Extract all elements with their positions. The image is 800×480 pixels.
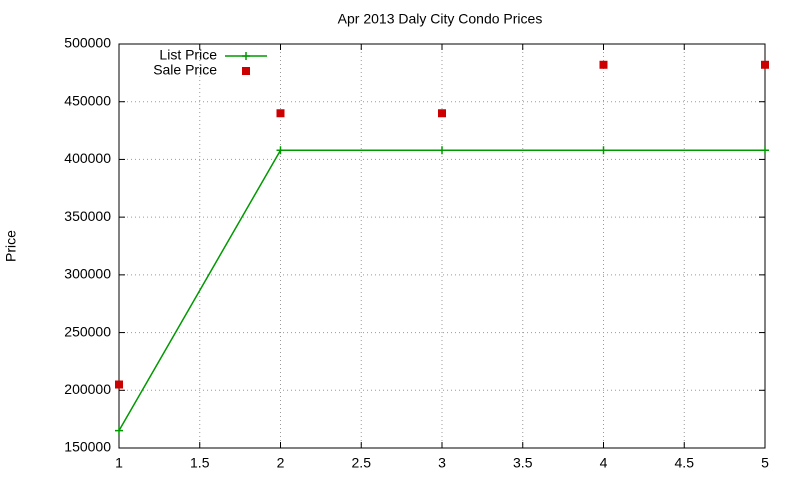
y-tick-label: 200000 xyxy=(64,381,111,397)
y-tick-label: 300000 xyxy=(64,266,111,282)
x-tick-label: 1.5 xyxy=(190,455,210,471)
x-tick-label: 2 xyxy=(277,455,285,471)
point xyxy=(115,380,123,389)
point xyxy=(599,146,608,155)
legend-label: List Price xyxy=(159,47,217,63)
y-axis-label: Price xyxy=(3,230,19,262)
chart-title: Apr 2013 Daly City Condo Prices xyxy=(338,11,543,27)
point xyxy=(115,426,123,435)
legend-label: Sale Price xyxy=(153,62,217,78)
y-tick-label: 250000 xyxy=(64,323,111,339)
y-tick-label: 150000 xyxy=(64,439,111,455)
x-tick-label: 3.5 xyxy=(513,455,533,471)
legend-swatch xyxy=(242,67,250,75)
y-tick-label: 450000 xyxy=(64,92,111,108)
point xyxy=(599,60,608,69)
plot-border xyxy=(118,43,766,449)
x-tick-label: 4 xyxy=(600,455,608,471)
point xyxy=(438,109,446,118)
x-tick-label: 2.5 xyxy=(352,455,372,471)
point xyxy=(276,109,285,118)
x-tick-label: 5 xyxy=(761,455,769,471)
x-tick-label: 1 xyxy=(115,455,123,471)
x-tick-label: 4.5 xyxy=(675,455,695,471)
y-tick-label: 500000 xyxy=(64,35,111,51)
y-tick-label: 350000 xyxy=(64,208,111,224)
point xyxy=(276,146,285,155)
point xyxy=(438,146,446,155)
x-tick-label: 3 xyxy=(438,455,446,471)
y-tick-label: 400000 xyxy=(64,150,111,166)
point xyxy=(761,60,769,69)
point xyxy=(761,146,769,155)
legend-swatch xyxy=(242,52,250,60)
